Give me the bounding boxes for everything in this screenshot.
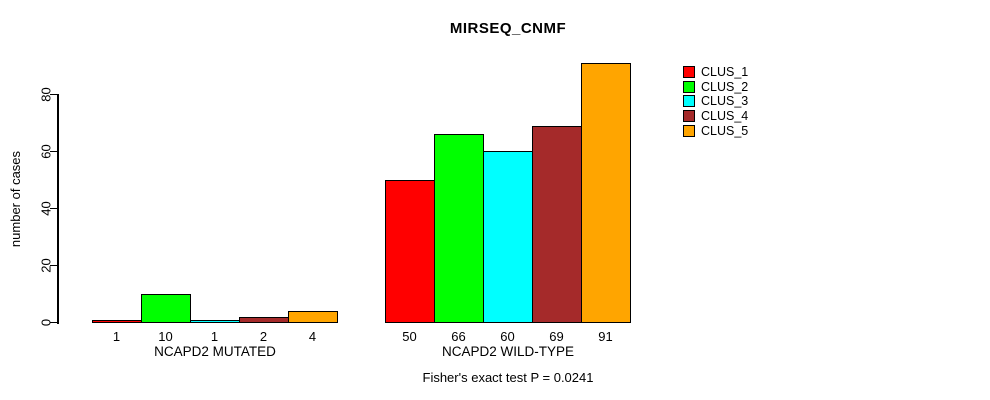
x-group-label-ncapd2-wild-type: NCAPD2 WILD-TYPE <box>441 344 575 359</box>
y-axis-tick <box>50 207 57 210</box>
legend-item-label: CLUS_3 <box>701 94 749 109</box>
fisher-test-caption: Fisher's exact test P = 0.0241 <box>422 370 594 385</box>
bar-value-label: 60 <box>500 329 515 344</box>
y-axis-title: number of cases <box>8 150 23 248</box>
bar-clus-1-ncapd2-wild-type <box>385 180 435 323</box>
bar-value-label: 10 <box>158 329 173 344</box>
bar-clus-5-ncapd2-mutated <box>288 311 338 323</box>
legend-item-label: CLUS_4 <box>701 109 749 124</box>
y-tick-label: 60 <box>38 144 54 159</box>
legend-swatch-clus-3 <box>683 95 695 108</box>
bar-clus-4-ncapd2-mutated <box>239 316 289 323</box>
y-axis-tick <box>50 321 57 324</box>
y-axis-tick <box>50 93 57 96</box>
bar-clus-2-ncapd2-mutated <box>141 294 191 323</box>
legend-swatch-clus-1 <box>683 66 695 78</box>
y-tick-label: 40 <box>38 201 54 216</box>
legend-swatch-clus-5 <box>683 124 695 137</box>
bar-value-label: 69 <box>549 329 564 344</box>
bar-value-label: 1 <box>210 329 219 344</box>
legend-swatch-clus-4 <box>683 110 695 123</box>
x-group-label-ncapd2-mutated: NCAPD2 MUTATED <box>154 344 276 359</box>
bar-value-label: 66 <box>451 329 466 344</box>
bar-value-label: 91 <box>598 329 613 344</box>
bar-value-label: 1 <box>112 329 121 344</box>
y-axis-tick <box>50 264 57 267</box>
chart-title: MIRSEQ_CNMF <box>449 20 567 37</box>
bar-clus-3-ncapd2-mutated <box>190 319 240 323</box>
bar-clus-2-ncapd2-wild-type <box>434 134 484 323</box>
bar-clus-3-ncapd2-wild-type <box>483 151 533 323</box>
y-tick-label: 80 <box>38 87 54 102</box>
legend-item-label: CLUS_2 <box>701 79 749 94</box>
bar-clus-4-ncapd2-wild-type <box>532 125 582 323</box>
legend-item-label: CLUS_5 <box>701 123 749 138</box>
y-tick-label: 0 <box>38 319 54 327</box>
legend-item-label: CLUS_1 <box>701 65 749 79</box>
y-tick-label: 20 <box>38 258 54 273</box>
y-axis-tick <box>50 150 57 153</box>
bar-value-label: 2 <box>259 329 268 344</box>
bar-clus-1-ncapd2-mutated <box>92 319 142 323</box>
bar-value-label: 4 <box>308 329 317 344</box>
legend-swatch-clus-2 <box>683 80 695 93</box>
bar-clus-5-ncapd2-wild-type <box>581 63 631 323</box>
y-axis-line <box>57 94 59 324</box>
bar-value-label: 50 <box>402 329 417 344</box>
